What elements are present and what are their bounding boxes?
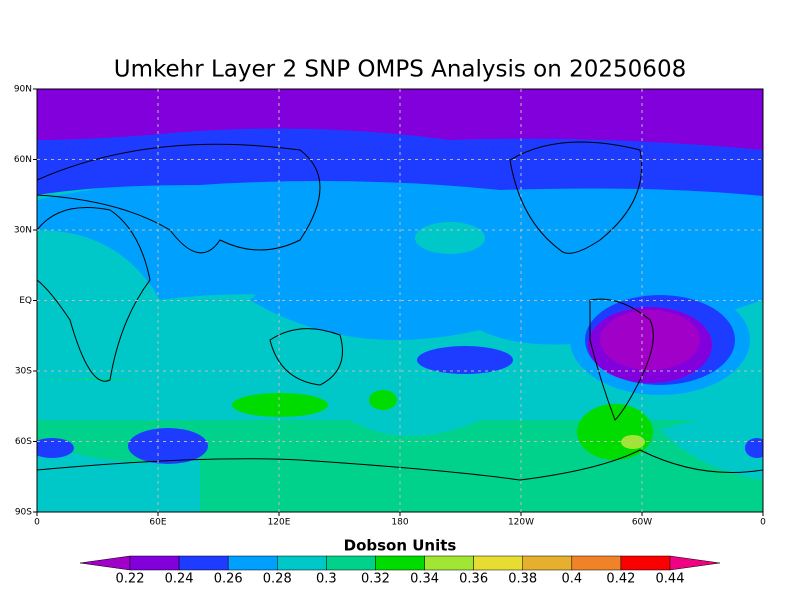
field-blob xyxy=(745,438,763,458)
colorbar-box xyxy=(571,555,622,571)
colorbar-box xyxy=(620,555,671,571)
x-tick-label: 60W xyxy=(632,518,652,528)
field-blob xyxy=(417,346,513,374)
colorbar-tick-label: 0.28 xyxy=(263,572,292,587)
colorbar-box xyxy=(326,555,376,571)
y-tick-label: 90N xyxy=(14,85,32,95)
y-tick-label: 60S xyxy=(15,437,32,447)
field-blob xyxy=(415,222,485,254)
colorbar: 0.22 0.24 0.26 0.28 0.3 0.32 0.34 0.36 0.38 0.4 0.… xyxy=(79,555,721,587)
coastline xyxy=(589,298,654,421)
colorbar-tick-label: 0.42 xyxy=(606,572,635,587)
y-tick-label: 30N xyxy=(14,226,32,236)
coastline xyxy=(269,328,343,386)
y-tick-label: EQ xyxy=(19,296,32,306)
colorbar-tick-label: 0.38 xyxy=(508,572,537,587)
colorbar-box xyxy=(522,555,573,571)
colorbar-box xyxy=(375,555,425,571)
x-tick-label: 0 xyxy=(34,518,40,528)
colorbar-box xyxy=(129,555,180,571)
x-tick-label: 180 xyxy=(391,518,408,528)
coastline xyxy=(37,449,763,481)
colorbar-tick-label: 0.32 xyxy=(361,572,390,587)
colorbar-end xyxy=(79,555,131,571)
colorbar-box xyxy=(473,555,523,571)
colorbar-tick-label: 0.22 xyxy=(116,572,145,587)
colorbar-box xyxy=(227,555,278,571)
y-tick-label: 90S xyxy=(15,508,32,518)
colorbar-box xyxy=(424,555,474,571)
field-band xyxy=(660,416,763,480)
field-blob xyxy=(128,428,208,464)
x-tick-label: 0 xyxy=(760,518,766,528)
field-blob xyxy=(369,390,397,410)
field-blob xyxy=(232,393,328,417)
colorbar-tick-label: 0.4 xyxy=(561,572,582,587)
map-title: Umkehr Layer 2 SNP OMPS Analysis on 2025… xyxy=(114,57,686,83)
colorbar-end xyxy=(669,555,721,571)
field-blob xyxy=(600,310,700,370)
colorbar-tick-label: 0.36 xyxy=(459,572,488,587)
coastline xyxy=(509,141,643,254)
x-tick-label: 120E xyxy=(268,518,291,528)
field-band xyxy=(37,440,200,512)
colorbar-label: Dobson Units xyxy=(344,537,457,555)
colorbar-box xyxy=(178,555,229,571)
x-tick-label: 60E xyxy=(149,518,166,528)
y-tick-label: 30S xyxy=(15,367,32,377)
colorbar-tick-label: 0.24 xyxy=(165,572,194,587)
colorbar-tick-label: 0.44 xyxy=(656,572,685,587)
colorbar-tick-label: 0.26 xyxy=(214,572,243,587)
colorbar-box xyxy=(277,555,327,571)
colorbar-tick-label: 0.34 xyxy=(410,572,439,587)
y-tick-label: 60N xyxy=(14,155,32,165)
coastline xyxy=(37,143,321,254)
field-blob xyxy=(37,438,74,458)
colorbar-tick-label: 0.3 xyxy=(316,572,337,587)
x-tick-label: 120W xyxy=(508,518,534,528)
coastline xyxy=(37,207,151,382)
